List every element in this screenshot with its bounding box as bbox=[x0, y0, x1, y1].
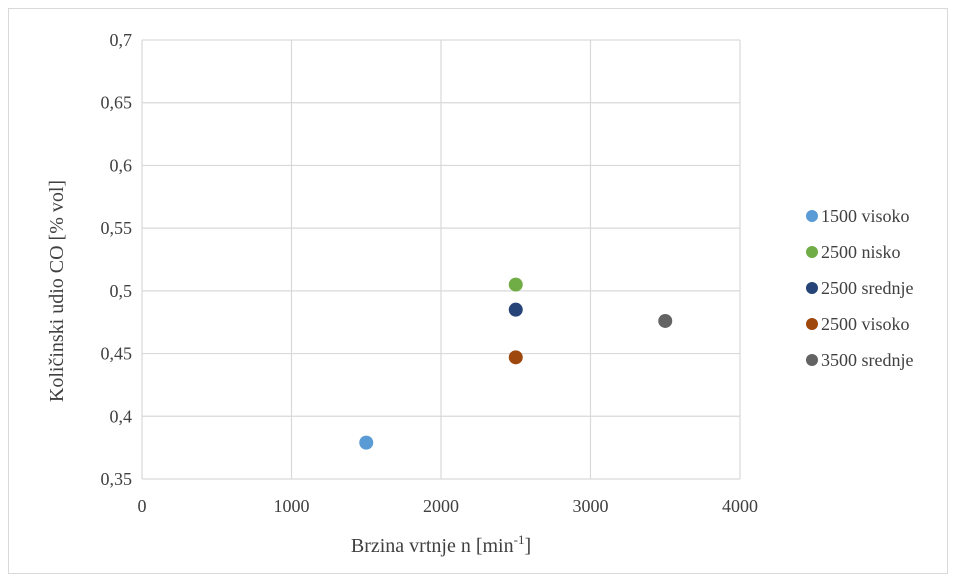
y-tick-label: 0,65 bbox=[101, 93, 133, 113]
legend-label: 2500 nisko bbox=[821, 242, 901, 262]
x-tick-labels: 0 1000 2000 3000 4000 bbox=[138, 496, 759, 516]
x-axis-title: Brzina vrtnje n [min-1] bbox=[351, 532, 531, 557]
legend-marker bbox=[806, 318, 818, 330]
legend-label: 2500 srednje bbox=[821, 278, 913, 298]
legend-item: 2500 nisko bbox=[806, 242, 901, 262]
data-point bbox=[508, 277, 523, 292]
y-axis-title: Količinski udio CO [% vol] bbox=[46, 180, 68, 402]
y-tick-label: 0,5 bbox=[110, 281, 133, 301]
legend-marker bbox=[806, 210, 818, 222]
x-axis-title-superscript: -1 bbox=[514, 532, 525, 547]
legend-label: 1500 visoko bbox=[821, 206, 910, 226]
y-tick-label: 0,6 bbox=[110, 155, 133, 175]
legend-item: 2500 srednje bbox=[806, 278, 913, 298]
y-tick-label: 0,55 bbox=[101, 218, 133, 238]
legend-marker bbox=[806, 282, 818, 294]
gridlines bbox=[141, 39, 741, 480]
y-tick-label: 0,35 bbox=[101, 469, 133, 489]
x-tick-label: 2000 bbox=[423, 496, 459, 516]
x-tick-label: 1000 bbox=[274, 496, 310, 516]
y-tick-labels: 0,35 0,4 0,45 0,5 0,55 0,6 0,65 0,7 bbox=[101, 30, 133, 489]
x-axis-title-end: ] bbox=[524, 535, 531, 557]
legend-label: 2500 visoko bbox=[821, 314, 910, 334]
data-point bbox=[508, 302, 523, 317]
legend-marker bbox=[806, 246, 818, 258]
data-point bbox=[359, 435, 374, 450]
x-tick-label: 0 bbox=[138, 496, 147, 516]
y-tick-label: 0,7 bbox=[110, 30, 133, 50]
data-point bbox=[508, 350, 523, 365]
x-axis-title-main: Brzina vrtnje n [min bbox=[351, 535, 514, 557]
x-tick-label: 4000 bbox=[722, 496, 758, 516]
x-tick-label: 3000 bbox=[573, 496, 609, 516]
data-point bbox=[658, 313, 673, 328]
legend-item: 2500 visoko bbox=[806, 314, 910, 334]
legend: 1500 visoko 2500 nisko 2500 srednje 2500 vi… bbox=[806, 206, 913, 370]
legend-item: 1500 visoko bbox=[806, 206, 910, 226]
legend-marker bbox=[806, 354, 818, 366]
legend-item: 3500 srednje bbox=[806, 350, 913, 370]
y-tick-label: 0,4 bbox=[110, 406, 133, 426]
data-points bbox=[359, 277, 673, 450]
legend-label: 3500 srednje bbox=[821, 350, 913, 370]
y-tick-label: 0,45 bbox=[101, 344, 133, 364]
